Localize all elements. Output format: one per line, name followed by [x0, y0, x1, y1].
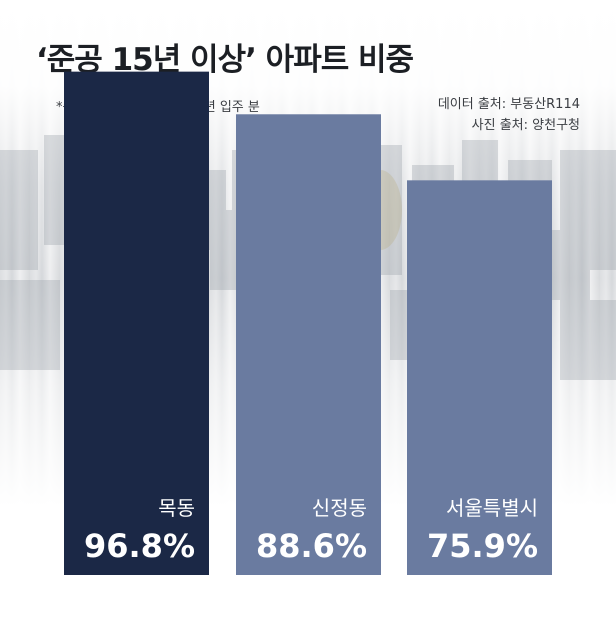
value-label-3: 75.9% [427, 527, 538, 565]
category-label-2: 신정동 [312, 496, 367, 520]
data-source: 데이터 출처: 부동산R114 [437, 97, 580, 112]
bar-3 [407, 180, 552, 575]
category-label-3: 서울특별시 [446, 496, 538, 520]
category-label-1: 목동 [158, 496, 195, 520]
bar-1 [64, 71, 209, 575]
photo-source: 사진 출처: 양천구청 [471, 118, 580, 133]
value-label-1: 96.8% [84, 527, 195, 565]
bar-2 [236, 114, 381, 575]
value-label-2: 88.6% [256, 527, 367, 565]
source-credits: 데이터 출처: 부동산R114 사진 출처: 양천구청 [438, 94, 580, 136]
